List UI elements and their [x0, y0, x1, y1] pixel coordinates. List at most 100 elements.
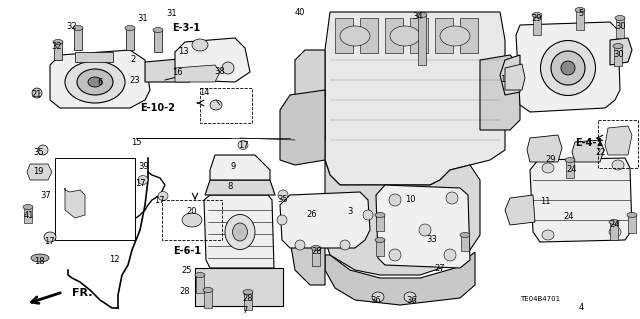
Text: 25: 25 [182, 266, 192, 275]
Text: 23: 23 [130, 76, 140, 85]
Bar [576, 10, 584, 30]
Ellipse shape [340, 240, 350, 250]
Text: 31: 31 [166, 9, 177, 18]
Text: 10: 10 [404, 195, 415, 204]
Ellipse shape [389, 194, 401, 206]
Ellipse shape [542, 230, 554, 240]
Text: FR.: FR. [72, 288, 93, 298]
Ellipse shape [404, 292, 416, 302]
Ellipse shape [440, 26, 470, 46]
Polygon shape [325, 160, 480, 275]
Polygon shape [205, 180, 275, 195]
Text: E-4-1: E-4-1 [575, 138, 603, 148]
Polygon shape [500, 55, 520, 95]
Ellipse shape [375, 238, 385, 242]
Text: 4: 4 [579, 303, 584, 312]
Ellipse shape [612, 160, 624, 170]
Text: E-10-2: E-10-2 [141, 103, 175, 113]
Ellipse shape [77, 69, 113, 95]
Ellipse shape [158, 191, 168, 201]
Bar [75, 52, 113, 62]
Polygon shape [175, 38, 250, 82]
Text: 38: 38 [214, 67, 225, 76]
Ellipse shape [203, 287, 213, 293]
Text: 1: 1 [500, 75, 506, 84]
Bar [598, 120, 638, 168]
Polygon shape [480, 55, 520, 130]
Bar [616, 18, 624, 38]
Ellipse shape [417, 12, 427, 18]
Bar [533, 15, 541, 35]
Ellipse shape [627, 212, 637, 218]
Polygon shape [505, 195, 535, 225]
Text: 30: 30 [616, 22, 627, 31]
Bar [55, 158, 135, 240]
Text: 32: 32 [52, 42, 62, 51]
Ellipse shape [232, 223, 248, 241]
Bar [610, 222, 618, 240]
Text: 22: 22 [596, 148, 606, 157]
Text: 19: 19 [33, 167, 44, 176]
Text: 7: 7 [243, 306, 248, 315]
Text: 17: 17 [134, 179, 145, 188]
Polygon shape [290, 200, 325, 285]
Text: 18: 18 [34, 257, 44, 266]
Bar [312, 248, 320, 266]
Bar [154, 30, 162, 52]
Bar [614, 46, 622, 66]
Ellipse shape [372, 292, 384, 302]
Polygon shape [505, 64, 525, 90]
Bar [244, 292, 252, 310]
Polygon shape [325, 252, 475, 305]
Ellipse shape [53, 40, 63, 44]
Bar [54, 42, 62, 60]
Ellipse shape [23, 204, 33, 210]
Text: 27: 27 [435, 264, 445, 273]
Text: 37: 37 [40, 191, 51, 200]
Text: 11: 11 [540, 197, 550, 206]
Text: 32: 32 [67, 22, 77, 31]
Ellipse shape [153, 27, 163, 33]
Text: 6: 6 [97, 78, 102, 87]
Bar [195, 268, 283, 306]
Polygon shape [280, 90, 325, 165]
Text: 31: 31 [138, 14, 148, 23]
Text: 16: 16 [172, 68, 182, 77]
Text: 41: 41 [24, 211, 35, 220]
Ellipse shape [125, 26, 135, 31]
Ellipse shape [277, 215, 287, 225]
Ellipse shape [192, 39, 208, 51]
Text: 17: 17 [154, 196, 164, 205]
Ellipse shape [541, 41, 595, 95]
Text: 36: 36 [371, 296, 381, 305]
Text: 14: 14 [199, 88, 209, 97]
Ellipse shape [615, 16, 625, 20]
Bar [335, 18, 353, 53]
Text: 26: 26 [307, 210, 317, 219]
Ellipse shape [222, 62, 234, 74]
Bar [566, 160, 574, 178]
Bar [196, 275, 204, 293]
Polygon shape [280, 192, 370, 248]
Polygon shape [572, 140, 604, 162]
Bar [410, 18, 428, 53]
Bar [376, 240, 384, 256]
Text: 39: 39 [139, 162, 149, 171]
Bar [360, 18, 378, 53]
Text: 30: 30 [614, 50, 624, 59]
Text: 12: 12 [109, 255, 119, 264]
Bar [204, 290, 212, 308]
Text: 2: 2 [131, 55, 136, 64]
Bar [628, 215, 636, 233]
Text: 24: 24 [564, 212, 574, 221]
Bar [200, 88, 252, 123]
Ellipse shape [419, 224, 431, 236]
Ellipse shape [65, 61, 125, 103]
Text: 17: 17 [237, 141, 248, 150]
Text: 36: 36 [406, 296, 417, 305]
Bar [435, 18, 453, 53]
Ellipse shape [295, 240, 305, 250]
Text: 5: 5 [579, 9, 584, 18]
Text: 28: 28 [180, 287, 190, 296]
Ellipse shape [613, 43, 623, 48]
